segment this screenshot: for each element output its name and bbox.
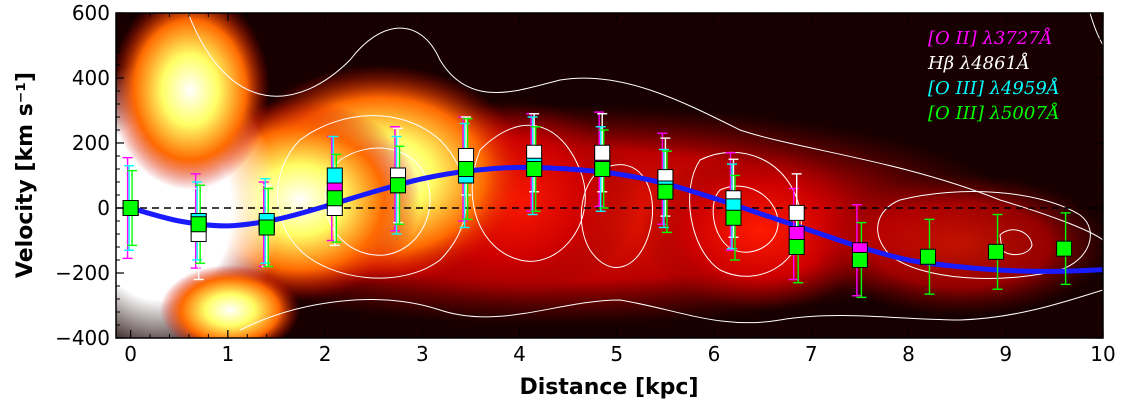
x-tick-label: 9 <box>999 342 1012 366</box>
y-axis: −400 −200 0 200 400 600 <box>55 1 1103 350</box>
y-tick-label: 0 <box>97 196 110 220</box>
model-curve <box>129 164 1104 274</box>
x-axis-title: Distance [kpc] <box>519 375 698 400</box>
legend-entry: [O III] λ5007Å <box>928 102 1060 124</box>
y-tick-label: 400 <box>72 66 110 90</box>
x-tick-label: 3 <box>416 342 429 366</box>
y-tick-label: 200 <box>72 131 110 155</box>
data-point <box>988 243 1005 260</box>
data-point <box>851 252 868 268</box>
data-point <box>788 239 805 255</box>
data-point <box>725 209 742 226</box>
x-tick-label: 7 <box>805 342 818 366</box>
data-point <box>326 190 343 207</box>
data-point <box>788 204 805 221</box>
data-point <box>526 161 543 177</box>
data-point <box>390 177 406 194</box>
x-tick-label: 4 <box>513 342 526 366</box>
data-points <box>122 111 1073 299</box>
data-point <box>919 248 936 265</box>
x-tick-label: 0 <box>124 342 137 366</box>
legend: [O II] λ3727Å Hβ λ4861Å [O III] λ4959Å [O I… <box>927 27 1060 124</box>
x-tick-label: 1 <box>221 342 234 366</box>
data-point <box>326 167 343 184</box>
x-tick-label: 2 <box>319 342 332 366</box>
data-point <box>657 183 674 200</box>
legend-entry: [O II] λ3727Å <box>928 27 1053 49</box>
data-point <box>258 219 275 236</box>
y-tick-label: 600 <box>72 1 110 25</box>
x-axis: 0 1 2 3 4 5 6 7 8 9 10 <box>124 13 1116 366</box>
data-point <box>122 200 139 216</box>
data-point <box>1056 240 1073 257</box>
y-tick-label: −200 <box>55 261 110 285</box>
x-tick-label: 8 <box>902 342 915 366</box>
legend-entry: [O III] λ4959Å <box>928 77 1060 99</box>
x-tick-label: 5 <box>610 342 623 366</box>
legend-entry: Hβ λ4861Å <box>927 52 1030 74</box>
data-point <box>594 161 611 177</box>
y-axis-title: Velocity [km s⁻¹] <box>13 72 38 278</box>
x-tick-label: 10 <box>1090 342 1115 366</box>
data-point <box>458 161 475 177</box>
model-curve-line <box>129 164 1104 274</box>
data-point <box>190 216 207 233</box>
y-tick-label: −400 <box>55 326 110 350</box>
data-point <box>594 144 611 161</box>
plot-frame <box>115 12 1104 339</box>
x-tick-label: 6 <box>708 342 721 366</box>
